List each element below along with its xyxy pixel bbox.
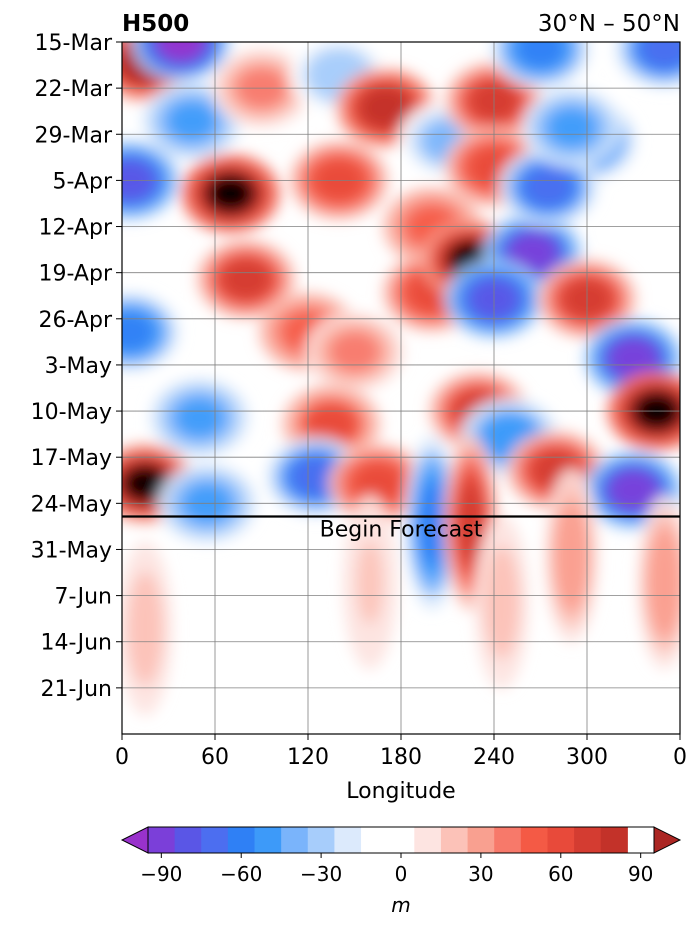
anomaly-blob (132, 587, 158, 670)
chart-title-right: 30°N – 50°N (538, 11, 680, 37)
x-tick-label: 60 (201, 745, 229, 770)
y-tick-label: 7-Jun (54, 585, 112, 610)
y-tick-label: 17-May (31, 446, 112, 471)
anomaly-blob (525, 168, 572, 206)
y-tick-label: 31-May (31, 538, 112, 563)
y-tick-label: 15-Mar (35, 31, 113, 56)
anomaly-blob (222, 260, 269, 298)
colorbar-segment (388, 827, 415, 853)
colorbar-segment (574, 827, 601, 853)
colorbar-tick-label: 30 (468, 862, 493, 886)
anomaly-blob (548, 109, 595, 147)
colorbar-extend-high (654, 827, 680, 853)
x-axis-label: Longitude (346, 779, 455, 804)
colorbar-segment (334, 827, 361, 853)
y-tick-label: 10-May (31, 400, 112, 425)
colorbar-segment (521, 827, 548, 853)
y-tick-label: 21-Jun (40, 677, 112, 702)
y-axis: 15-Mar 22-Mar 29-Mar 5-Apr 12-Apr 19-Apr 26-Ap… (31, 31, 122, 702)
anomaly-field (80, 2, 700, 716)
colorbar-tick-label: −30 (300, 862, 342, 886)
colorbar-segment (281, 827, 308, 853)
colorbar-segment (601, 827, 628, 853)
x-tick-label: 300 (566, 745, 608, 770)
y-tick-label: 24-May (31, 492, 112, 517)
colorbar-segment (201, 827, 228, 853)
colorbar-segment (468, 827, 495, 853)
colorbar-extend-low (122, 827, 148, 853)
colorbar-segment (175, 827, 202, 853)
colorbar-segment (494, 827, 521, 853)
y-tick-label: 3-May (45, 354, 112, 379)
colorbar-tick-label: 60 (548, 862, 573, 886)
colorbar-segment (148, 827, 175, 853)
anomaly-blobs (80, 2, 700, 716)
colorbar-tick-label: 90 (628, 862, 653, 886)
colorbar-segment (414, 827, 441, 853)
colorbar-segment (308, 827, 335, 853)
anomaly-blob (357, 541, 383, 624)
anomaly-blob (176, 399, 223, 437)
colorbar-segment (441, 827, 468, 853)
anomaly-blob (362, 89, 409, 127)
y-tick-label: 19-Apr (38, 262, 112, 287)
anomaly-blob (489, 561, 515, 644)
x-tick-label: 240 (473, 745, 515, 770)
x-axis: 0 60 120 180 240 300 0 (115, 734, 687, 770)
y-tick-label: 12-Apr (38, 216, 112, 241)
colorbar-segment (547, 827, 574, 853)
anomaly-blob (354, 465, 401, 503)
y-tick-label: 5-Apr (52, 169, 112, 194)
colorbar-tick-label: −90 (140, 862, 182, 886)
y-tick-label: 26-Apr (38, 308, 112, 333)
colorbar-tick-label: 0 (395, 862, 408, 886)
anomaly-blob (559, 515, 585, 598)
colorbar-label: m (391, 893, 410, 917)
colorbar-segment (361, 827, 388, 853)
y-tick-label: 29-Mar (35, 123, 113, 148)
anomaly-blob (652, 541, 678, 624)
colorbar-segment (228, 827, 255, 853)
x-tick-label: 180 (380, 745, 422, 770)
colorbar: −90 −60 −30 0 30 60 90 (122, 827, 680, 886)
chart-title-left: H500 (122, 11, 189, 37)
y-tick-label: 14-Jun (40, 631, 112, 656)
colorbar-segment (255, 827, 282, 853)
colorbar-tick-label: −60 (220, 862, 262, 886)
x-tick-label: 120 (287, 745, 329, 770)
y-tick-label: 22-Mar (35, 77, 113, 102)
x-tick-label: 0 (115, 745, 129, 770)
forecast-label: Begin Forecast (320, 518, 483, 543)
x-tick-label: 0 (673, 745, 687, 770)
